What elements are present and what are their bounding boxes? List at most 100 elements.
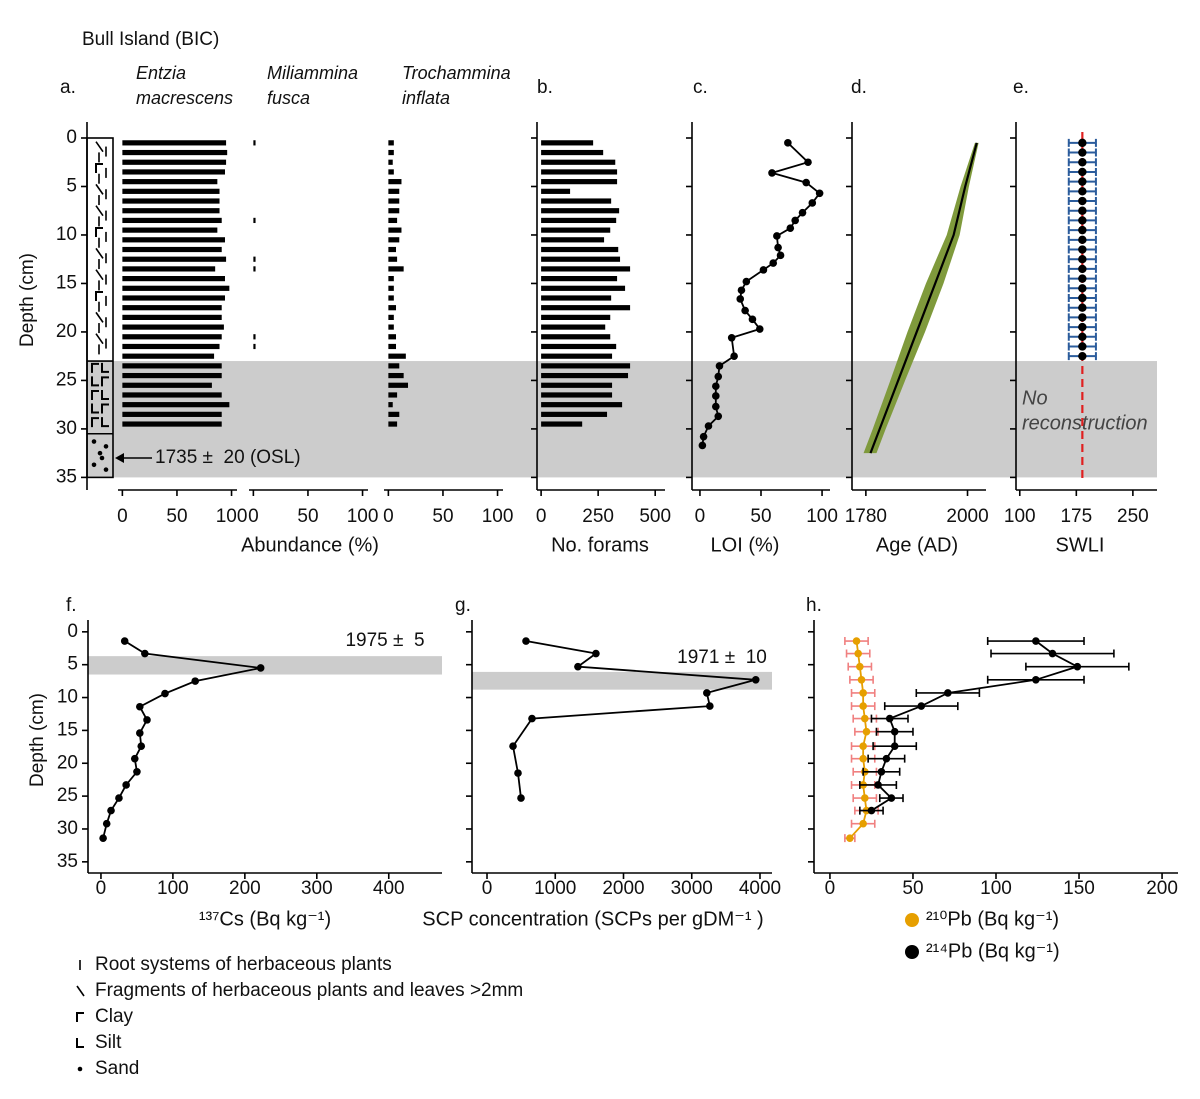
bar bbox=[388, 246, 397, 253]
data-point bbox=[712, 402, 720, 411]
y-tick-label: 35 bbox=[57, 851, 78, 872]
data-point bbox=[706, 702, 714, 710]
note: reconstruction bbox=[1022, 412, 1148, 434]
fragment-symbol bbox=[95, 333, 104, 345]
profile-line bbox=[849, 640, 868, 839]
data-point bbox=[1078, 225, 1087, 235]
clay-symbol bbox=[95, 291, 103, 302]
data-point bbox=[736, 295, 745, 303]
legend-label: Clay bbox=[95, 1006, 134, 1027]
bar bbox=[541, 392, 613, 398]
data-point bbox=[528, 714, 536, 723]
x-tick-label: 250 bbox=[1117, 506, 1149, 527]
x-axis-label: LOI (%) bbox=[711, 534, 780, 556]
data-point bbox=[517, 794, 525, 802]
bar bbox=[541, 314, 611, 320]
y-tick-label: 25 bbox=[57, 785, 78, 806]
data-point bbox=[1078, 313, 1087, 322]
data-point bbox=[1078, 177, 1087, 186]
x-axis-label: ¹³⁷Cs (Bq kg⁻¹) bbox=[199, 908, 331, 930]
bar bbox=[122, 392, 222, 398]
data-point bbox=[802, 178, 810, 187]
data-point bbox=[1048, 649, 1057, 658]
sand-symbol bbox=[103, 444, 109, 449]
bar bbox=[541, 227, 611, 233]
x-axis-label: SWLI bbox=[1056, 534, 1105, 556]
y-tick-label: 15 bbox=[57, 719, 78, 740]
data-point bbox=[859, 742, 867, 750]
bar bbox=[253, 217, 256, 224]
legend-label: Trochammina bbox=[402, 63, 511, 83]
fragment-symbol bbox=[95, 311, 104, 323]
data-point bbox=[698, 441, 707, 450]
y-tick-label: 0 bbox=[67, 621, 78, 642]
data-point bbox=[1078, 245, 1087, 254]
bar bbox=[388, 256, 398, 262]
bar bbox=[541, 353, 613, 359]
bar bbox=[122, 246, 222, 253]
clay-symbol bbox=[91, 417, 99, 428]
x-axis-label: Abundance (%) bbox=[241, 534, 379, 556]
legend-label: Sand bbox=[95, 1058, 139, 1079]
clay-symbol bbox=[101, 376, 109, 387]
bar bbox=[541, 305, 631, 311]
bar bbox=[122, 314, 222, 320]
bar bbox=[388, 159, 393, 165]
bar bbox=[122, 411, 222, 417]
y-tick-label: 30 bbox=[56, 418, 77, 439]
data-point bbox=[751, 676, 760, 684]
data-point bbox=[712, 392, 720, 400]
panel-label: c. bbox=[693, 77, 708, 98]
profile-line bbox=[102, 640, 261, 839]
data-point bbox=[890, 727, 899, 736]
bar bbox=[388, 382, 409, 388]
data-point bbox=[786, 224, 795, 232]
bar bbox=[541, 402, 623, 408]
legend-label: ²¹⁴Pb (Bq kg⁻¹) bbox=[926, 940, 1060, 962]
data-point bbox=[861, 794, 869, 802]
bar bbox=[388, 140, 394, 146]
data-point bbox=[862, 727, 871, 736]
data-point bbox=[1078, 235, 1087, 245]
data-point bbox=[1078, 167, 1087, 177]
note: No bbox=[1022, 387, 1048, 409]
data-point bbox=[1078, 196, 1087, 206]
panel-label: g. bbox=[455, 595, 471, 616]
silt-symbol bbox=[91, 403, 99, 414]
x-tick-label: 1780 bbox=[845, 506, 887, 527]
bar bbox=[122, 237, 225, 243]
x-tick-label: 0 bbox=[536, 506, 547, 527]
data-point bbox=[877, 768, 886, 776]
data-point bbox=[768, 169, 776, 177]
data-point bbox=[1032, 676, 1040, 684]
data-point bbox=[712, 382, 720, 391]
bar bbox=[122, 179, 218, 185]
data-point bbox=[136, 702, 144, 711]
data-point bbox=[804, 158, 812, 167]
bar bbox=[122, 140, 227, 146]
silt-symbol bbox=[101, 362, 109, 373]
data-point bbox=[861, 714, 869, 723]
data-point bbox=[1078, 187, 1087, 196]
silt-symbol bbox=[91, 376, 99, 387]
x-tick-label: 0 bbox=[482, 878, 493, 899]
data-point bbox=[856, 662, 864, 671]
shade-layer bbox=[87, 361, 1157, 690]
data-point bbox=[741, 306, 749, 315]
x-tick-label: 3000 bbox=[671, 878, 713, 899]
x-tick-label: 200 bbox=[229, 878, 261, 899]
silt-symbol bbox=[76, 1038, 84, 1048]
data-point bbox=[1078, 138, 1087, 148]
x-tick-label: 400 bbox=[373, 878, 405, 899]
bar bbox=[541, 343, 617, 350]
x-tick-label: 0 bbox=[248, 506, 259, 527]
bar bbox=[122, 217, 222, 224]
data-point bbox=[1078, 158, 1087, 167]
data-point bbox=[130, 754, 139, 763]
bar bbox=[388, 392, 398, 398]
data-point bbox=[755, 325, 764, 333]
x-tick-label: 100 bbox=[482, 506, 514, 527]
panel-label: b. bbox=[537, 77, 553, 98]
bar bbox=[122, 334, 222, 340]
